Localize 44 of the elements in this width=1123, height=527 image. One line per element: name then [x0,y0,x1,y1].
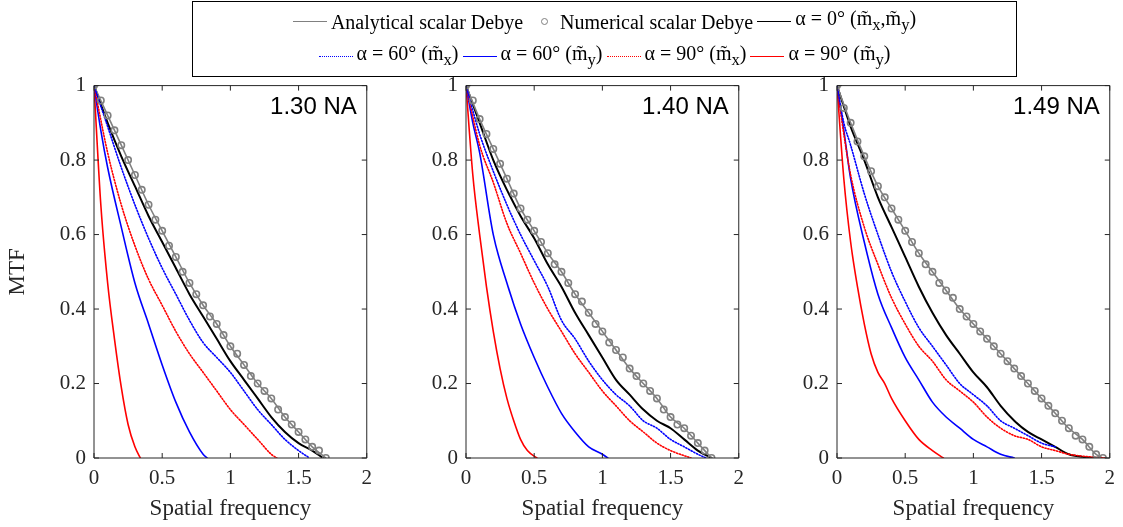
y-tick-label: 1 [447,72,458,97]
y-tick-label: 1 [75,72,86,97]
y-tick-label: 1 [818,72,829,97]
y-tick-label: 0.6 [431,221,458,246]
legend-label: α = 90° (m̃$_{y}$) [788,41,891,71]
x-tick-label: 1.5 [285,465,312,490]
legend-label: Numerical scalar Debye [560,9,754,36]
x-axis-title: Spatial frequency [521,495,684,521]
annotation: 1.30 NA [270,92,357,120]
annotation: 1.49 NA [1013,92,1100,120]
x-tick-label: 2 [361,465,372,490]
y-tick-label: 0 [447,444,458,469]
y-tick-label: 0.4 [802,295,830,320]
y-tick-label: 0.4 [431,295,459,320]
annotation: 1.40 NA [642,92,729,120]
y-tick-label: 0.8 [802,146,829,171]
y-tick-label: 0.2 [59,370,86,395]
legend-label: α = 60° (m̃$_{y}$) [500,41,603,71]
y-tick-label: 0.2 [802,370,829,395]
x-tick-label: 1 [597,465,608,490]
y-axis-title: MTF [3,248,29,296]
x-tick-label: 0.5 [149,465,176,490]
y-tick-label: 0.8 [431,146,458,171]
legend-label: Analytical scalar Debye [330,9,524,36]
legend-label: α = 60° (m̃$_{x}$) [356,41,459,71]
x-tick-label: 1.5 [657,465,684,490]
y-tick-label: 0.8 [59,146,86,171]
x-tick-label: 2 [733,465,744,490]
y-tick-label: 0.6 [59,221,86,246]
x-tick-label: 0.5 [892,465,919,490]
y-tick-label: 0.6 [802,221,829,246]
legend-label: α = 0° (m̃$_{x}$,m̃$_{y}$) [795,6,917,36]
x-tick-label: 1 [225,465,236,490]
x-tick-label: 1.5 [1028,465,1055,490]
y-tick-label: 0 [75,444,86,469]
x-tick-label: 1 [968,465,979,490]
x-tick-label: 0.5 [521,465,548,490]
legend-label: α = 90° (m̃$_{x}$) [644,41,747,71]
x-axis-title: Spatial frequency [149,495,312,521]
x-tick-label: 2 [1104,465,1115,490]
y-tick-label: 0.4 [59,295,87,320]
x-axis-title: Spatial frequency [892,495,1055,521]
y-tick-label: 0.2 [431,370,458,395]
y-tick-label: 0 [818,444,829,469]
